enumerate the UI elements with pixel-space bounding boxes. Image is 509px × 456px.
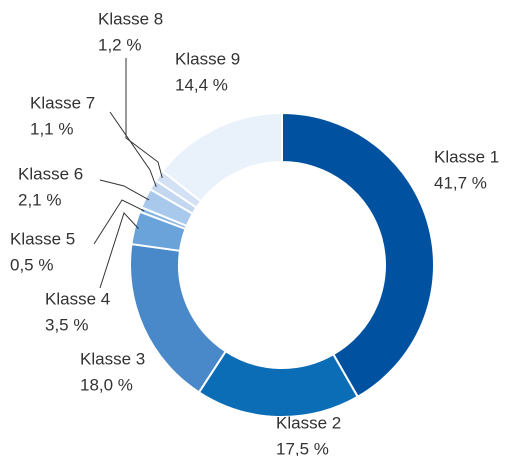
segment-label: Klasse 9	[175, 49, 240, 68]
segment-label: Klasse 1	[434, 147, 499, 166]
segment-value: 1,1 %	[30, 119, 73, 138]
leader-line	[93, 199, 145, 245]
segment-value: 18,0 %	[80, 375, 133, 394]
segment-label: Klasse 6	[18, 164, 83, 183]
segment-label: Klasse 3	[80, 349, 145, 368]
leader-line	[99, 179, 150, 201]
segment-value: 1,2 %	[98, 35, 141, 54]
segment-label: Klasse 4	[45, 289, 110, 308]
segment-label: Klasse 8	[98, 9, 163, 28]
donut-segment	[161, 111, 283, 203]
segment-value: 0,5 %	[10, 255, 53, 274]
leader-line	[125, 58, 163, 179]
segment-label: Klasse 5	[10, 229, 75, 248]
leader-line	[99, 212, 139, 289]
segment-label: Klasse 7	[30, 93, 95, 112]
segment-value: 3,5 %	[45, 315, 88, 334]
segment-value: 41,7 %	[434, 173, 487, 192]
donut-segment	[129, 242, 228, 394]
donut-segment	[197, 349, 360, 418]
leader-line	[109, 111, 157, 188]
segment-value: 14,4 %	[175, 75, 228, 94]
segment-value: 2,1 %	[18, 190, 61, 209]
segment-label: Klasse 2	[276, 413, 341, 432]
segment-value: 17,5 %	[276, 439, 329, 456]
donut-segment	[281, 111, 435, 399]
